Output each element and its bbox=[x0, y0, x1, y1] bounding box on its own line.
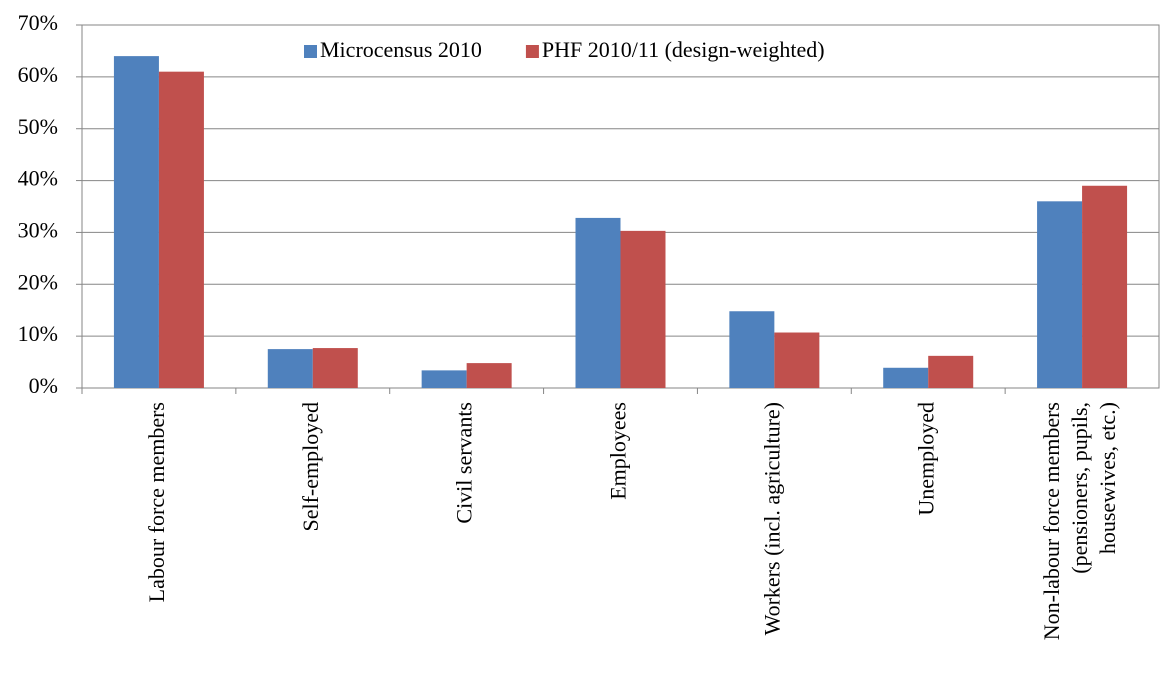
bar bbox=[158, 71, 204, 389]
legend-swatch bbox=[525, 45, 539, 58]
y-tick-label: 70% bbox=[18, 10, 58, 35]
y-tick-label: 40% bbox=[18, 166, 58, 191]
x-tick-label: Employees bbox=[606, 402, 631, 500]
y-tick-label: 30% bbox=[18, 217, 58, 242]
y-tick-label: 0% bbox=[29, 373, 58, 398]
bar bbox=[267, 349, 313, 388]
x-tick-label: Labour force members bbox=[144, 402, 169, 602]
bar bbox=[312, 348, 358, 388]
x-tick-label: Unemployed bbox=[913, 402, 938, 516]
x-tick-label: Workers (incl. agriculture) bbox=[759, 402, 784, 635]
bar bbox=[466, 363, 512, 388]
bar bbox=[1037, 201, 1083, 388]
x-tick-label: Non-labour force members (pensioners, pup… bbox=[1039, 402, 1120, 640]
x-tick-label: Civil servants bbox=[452, 402, 477, 524]
y-tick-label: 10% bbox=[18, 321, 58, 346]
bar bbox=[928, 355, 974, 388]
y-tick-label: 60% bbox=[18, 62, 58, 87]
bar bbox=[620, 230, 666, 388]
bar bbox=[1082, 185, 1128, 388]
legend-label: PHF 2010/11 (design-weighted) bbox=[542, 37, 825, 62]
bar bbox=[575, 217, 621, 388]
x-tick-label: Self-employed bbox=[298, 402, 323, 532]
bar bbox=[421, 370, 467, 388]
y-tick-label: 50% bbox=[18, 114, 58, 139]
y-tick-label: 20% bbox=[18, 269, 58, 294]
bar bbox=[883, 367, 929, 388]
bar bbox=[729, 311, 775, 388]
bar bbox=[774, 332, 820, 388]
bar bbox=[113, 56, 159, 388]
legend-swatch bbox=[304, 45, 317, 58]
legend-label: Microcensus 2010 bbox=[320, 37, 482, 62]
